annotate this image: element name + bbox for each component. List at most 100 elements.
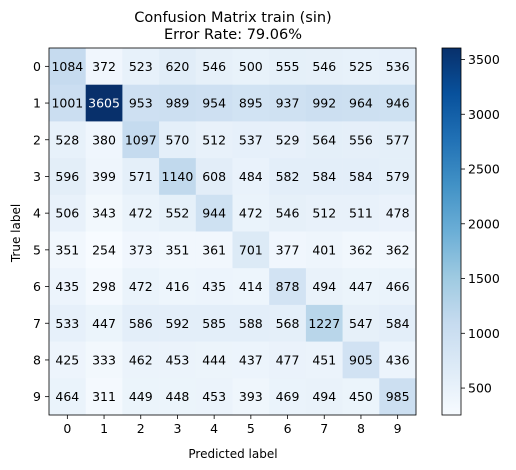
cell-value-label: 494: [312, 389, 336, 404]
cell-value-label: 608: [202, 169, 226, 184]
matrix-cell: [305, 158, 343, 196]
matrix-cell: [85, 194, 123, 232]
cell-value-label: 953: [129, 96, 153, 111]
cell-value-label: 254: [92, 242, 116, 257]
matrix-cell: [342, 378, 380, 416]
cell-value-label: 588: [239, 316, 263, 331]
colorbar-tick-label: 3500: [468, 52, 500, 67]
cell-value-label: 361: [202, 242, 226, 257]
cell-value-label: 453: [202, 389, 226, 404]
cell-value-label: 547: [349, 316, 373, 331]
matrix-cell: [305, 84, 343, 122]
matrix-cell: [49, 341, 86, 379]
y-axis-label: True label: [9, 204, 23, 263]
cell-value-label: 944: [202, 206, 226, 221]
matrix-cell: [85, 231, 123, 269]
cell-value-label: 351: [166, 242, 190, 257]
matrix-cell: [49, 304, 86, 342]
cell-value-label: 1097: [125, 132, 157, 147]
matrix-cell: [305, 378, 343, 416]
matrix-cell: [342, 268, 380, 306]
matrix-cell: [159, 378, 197, 416]
cell-value-label: 701: [239, 242, 263, 257]
x-tick-label: 6: [284, 421, 292, 436]
x-tick-label: 5: [247, 421, 255, 436]
matrix-cell: [305, 48, 343, 85]
cell-value-label: 579: [386, 169, 410, 184]
matrix-cell: [379, 48, 417, 85]
matrix-cell: [269, 268, 307, 306]
cell-value-label: 878: [276, 279, 300, 294]
matrix-cell: [232, 378, 270, 416]
matrix-cell: [342, 194, 380, 232]
matrix-cell: [269, 84, 307, 122]
cell-value-label: 1084: [51, 59, 83, 74]
matrix-cell: [85, 84, 123, 122]
matrix-cell: [159, 231, 197, 269]
y-tick-label: 1: [33, 96, 41, 111]
chart-title-line1: Confusion Matrix train (sin): [134, 10, 331, 26]
matrix-cell: [122, 378, 160, 416]
matrix-cell: [195, 84, 233, 122]
cell-value-label: 333: [92, 352, 116, 367]
matrix-cell: [269, 231, 307, 269]
matrix-cell: [85, 48, 123, 85]
cell-value-label: 585: [202, 316, 226, 331]
cell-value-label: 1227: [308, 316, 340, 331]
cell-value-label: 472: [129, 279, 153, 294]
matrix-cell: [379, 341, 417, 379]
matrix-cell: [195, 194, 233, 232]
matrix-cell: [232, 231, 270, 269]
matrix-cell: [342, 48, 380, 85]
matrix-cell: [269, 304, 307, 342]
matrix-cell: [122, 341, 160, 379]
matrix-cell: [85, 121, 123, 159]
cell-value-label: 571: [129, 169, 153, 184]
matrix-cell-labels: 1084 372 523 620 546 500 555 546 525 536 1001 3605 9…: [51, 59, 409, 404]
cell-value-label: 466: [386, 279, 410, 294]
cell-value-label: 905: [349, 352, 373, 367]
cell-value-label: 377: [276, 242, 300, 257]
cell-value-label: 570: [166, 132, 190, 147]
cell-value-label: 555: [276, 59, 300, 74]
matrix-cell: [232, 268, 270, 306]
cell-value-label: 380: [92, 132, 116, 147]
matrix-cell: [195, 231, 233, 269]
cell-value-label: 529: [276, 132, 300, 147]
matrix-cell: [195, 121, 233, 159]
matrix-cell: [122, 84, 160, 122]
matrix-cell: [379, 231, 417, 269]
y-tick-label: 3: [33, 169, 41, 184]
matrix-cell: [49, 378, 86, 416]
matrix-cell: [232, 341, 270, 379]
matrix-cell: [232, 158, 270, 196]
cell-value-label: 462: [129, 352, 153, 367]
matrix-cell: [49, 268, 86, 306]
cell-value-label: 577: [386, 132, 410, 147]
cell-value-label: 401: [312, 242, 336, 257]
x-tick-label: 8: [357, 421, 365, 436]
matrix-cell: [379, 84, 417, 122]
matrix-cell: [269, 194, 307, 232]
cell-value-label: 546: [202, 59, 226, 74]
cell-value-label: 399: [92, 169, 116, 184]
cell-value-label: 506: [55, 206, 79, 221]
cell-value-label: 556: [349, 132, 373, 147]
matrix-cell: [232, 194, 270, 232]
matrix-cell: [379, 268, 417, 306]
cell-value-label: 500: [239, 59, 263, 74]
cell-value-label: 436: [386, 352, 410, 367]
matrix-cell: [269, 158, 307, 196]
x-tick-label: 0: [63, 421, 71, 436]
matrix-cell: [195, 268, 233, 306]
cell-value-label: 1140: [162, 169, 194, 184]
colorbar-tick-label: 1500: [468, 271, 500, 286]
y-tick-label: 7: [33, 316, 41, 331]
matrix-cell: [269, 341, 307, 379]
matrix-cell: [379, 304, 417, 342]
matrix-cell: [195, 304, 233, 342]
matrix-cells: [49, 48, 417, 416]
matrix-cell: [195, 341, 233, 379]
matrix-cell: [269, 121, 307, 159]
